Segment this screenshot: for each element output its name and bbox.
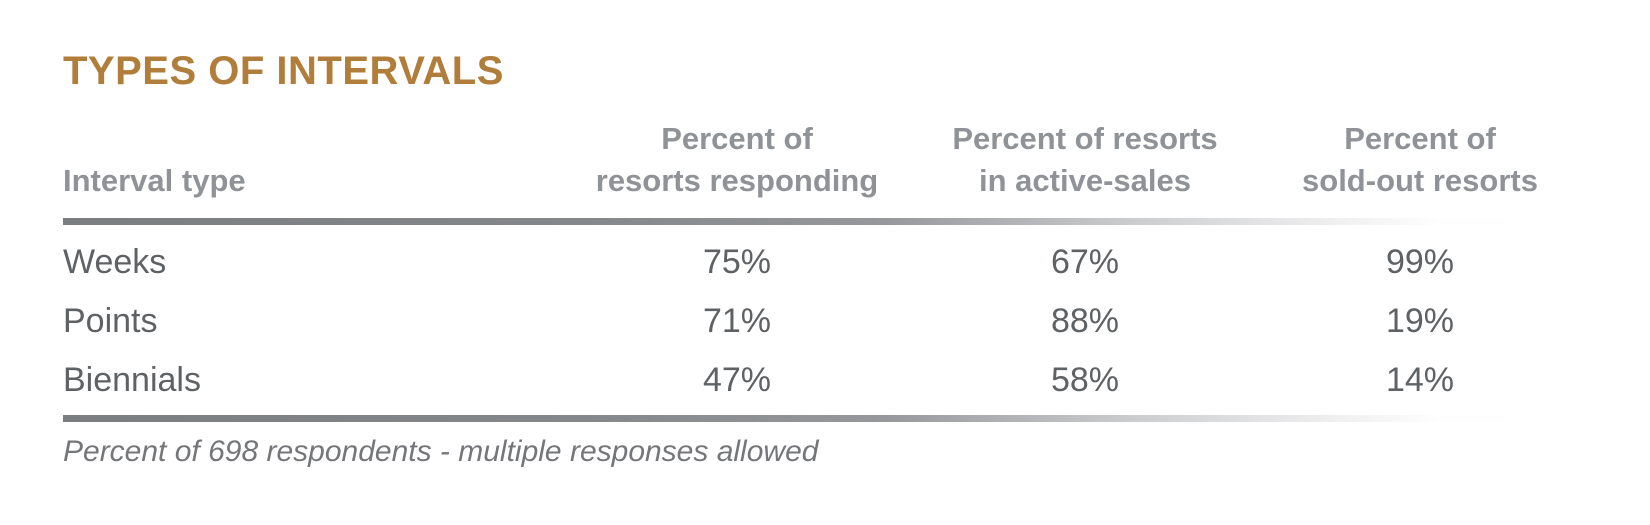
table-body: Weeks 75% 67% 99% Points 71% 88% 19% Bie… (63, 233, 1560, 410)
table-row-points: Points 71% 88% 19% (63, 292, 1560, 351)
column-header-line2: resorts responding (595, 163, 879, 198)
sold-out-cell: 14% (1385, 361, 1455, 399)
table-row-biennials: Biennials 47% 58% 14% (63, 351, 1560, 410)
intervals-table: Interval type Percent of resorts respond… (63, 118, 1560, 422)
sold-out-cell: 19% (1385, 302, 1455, 340)
column-header-line1: Percent of resorts (952, 121, 1218, 156)
footnote: Percent of 698 respondents - multiple re… (63, 435, 819, 468)
column-header-label: Interval type (63, 163, 246, 198)
interval-type-cell: Points (63, 302, 158, 340)
interval-type-cell: Biennials (63, 361, 201, 399)
figure-content: TYPES OF INTERVALS Interval type Percent… (63, 0, 1560, 469)
column-header-sold-out: Percent of sold-out resorts (1280, 118, 1560, 202)
column-header-resorts-responding: Percent of resorts responding (584, 118, 890, 202)
responding-cell: 71% (702, 302, 772, 340)
column-header-active-sales: Percent of resorts in active-sales (890, 118, 1280, 202)
figure-title: TYPES OF INTERVALS (63, 49, 504, 93)
active-sales-cell: 58% (1050, 361, 1120, 399)
column-header-line2: in active-sales (979, 163, 1191, 198)
header-divider (63, 218, 1560, 225)
responding-cell: 75% (702, 243, 772, 281)
footer-divider (63, 415, 1560, 422)
active-sales-cell: 88% (1050, 302, 1120, 340)
table-row-weeks: Weeks 75% 67% 99% (63, 233, 1560, 292)
column-header-interval-type: Interval type (63, 160, 584, 202)
interval-type-cell: Weeks (63, 243, 167, 281)
sold-out-cell: 99% (1385, 243, 1455, 281)
column-header-line1: Percent of (1344, 121, 1496, 156)
column-header-line2: sold-out resorts (1302, 163, 1538, 198)
active-sales-cell: 67% (1050, 243, 1120, 281)
responding-cell: 47% (702, 361, 772, 399)
column-header-line1: Percent of (661, 121, 813, 156)
table-header-row: Interval type Percent of resorts respond… (63, 118, 1560, 202)
